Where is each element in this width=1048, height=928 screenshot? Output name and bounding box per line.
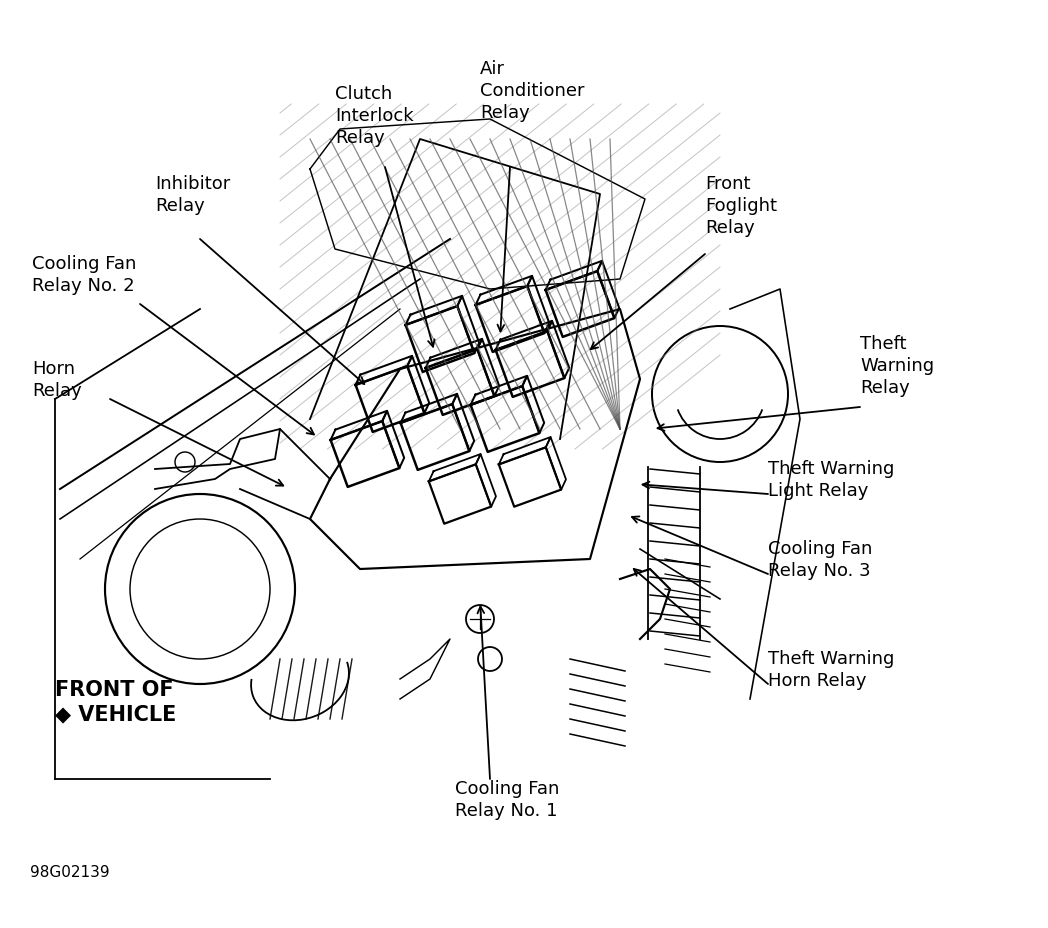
Text: Cooling Fan
Relay No. 1: Cooling Fan Relay No. 1: [455, 780, 560, 819]
Text: Theft
Warning
Relay: Theft Warning Relay: [860, 335, 934, 397]
Text: Clutch
Interlock
Relay: Clutch Interlock Relay: [335, 84, 414, 148]
Text: Horn
Relay: Horn Relay: [32, 360, 82, 400]
Text: Front
Foglight
Relay: Front Foglight Relay: [705, 174, 777, 238]
Text: Air
Conditioner
Relay: Air Conditioner Relay: [480, 60, 585, 122]
Text: 98G02139: 98G02139: [30, 864, 110, 879]
Text: Cooling Fan
Relay No. 3: Cooling Fan Relay No. 3: [768, 539, 872, 580]
Text: Theft Warning
Horn Relay: Theft Warning Horn Relay: [768, 650, 894, 690]
Text: Inhibitor
Relay: Inhibitor Relay: [155, 174, 231, 215]
Text: Theft Warning
Light Relay: Theft Warning Light Relay: [768, 459, 894, 499]
Text: Cooling Fan
Relay No. 2: Cooling Fan Relay No. 2: [32, 254, 136, 295]
Text: FRONT OF
◆ VEHICLE: FRONT OF ◆ VEHICLE: [54, 679, 176, 724]
